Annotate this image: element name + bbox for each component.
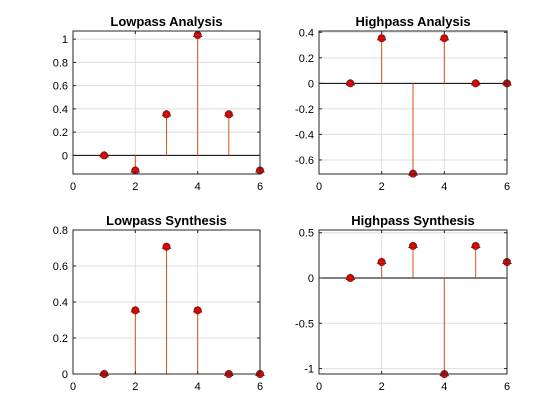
y-tick-label: 0.6 [53,81,68,93]
x-tick-label: 4 [441,381,447,393]
stem-marker-cap [439,33,450,41]
axes-frame [318,30,508,175]
x-tick-label: 4 [441,181,447,193]
chart-title: Highpass Analysis [355,14,470,29]
y-tick-label: 0 [62,150,68,162]
subplot-highpass-synthesis: 0 2 4 6 -1 -0.5 0 0.5 Highpass Synthesis [295,213,513,393]
y-tick-label: -1 [304,364,314,376]
x-tick-label: 2 [379,181,385,193]
y-tick-label: 0.2 [53,127,68,139]
x-tick-label: 0 [316,181,322,193]
stem-marker-cap [161,109,172,117]
y-tick-label: 0 [308,273,314,285]
x-tick-label: 0 [70,381,76,393]
chart-title: Lowpass Synthesis [106,213,227,228]
x-tick-label: 4 [195,181,201,193]
x-tick-label: 6 [504,181,510,193]
y-tick-label: 0.2 [299,53,314,65]
stem-marker-cap [192,305,203,313]
y-tick-label: 0.4 [53,297,68,309]
stem-marker-cap [470,78,481,86]
stem-marker-cap [130,305,141,313]
y-tick-label: -0.5 [295,318,314,330]
stem-marker-cap [407,241,419,248]
y-tick-label: 0.8 [53,57,68,69]
y-tick-label: 0.4 [299,27,314,39]
y-tick-label: 0 [308,78,314,90]
x-tick-label: 0 [70,181,76,193]
stem-marker-cap [345,273,356,280]
x-tick-label: 2 [132,381,138,393]
x-tick-label: 6 [257,181,263,193]
x-tick-label: 0 [316,381,322,393]
y-tick-label: 0.6 [53,261,68,273]
x-tick-label: 6 [504,381,510,393]
y-tick-label: 0.8 [53,225,68,237]
subplot-lowpass-analysis: 0 2 4 6 0 0.2 0.4 0.6 0.8 1 Lowpass Analysis [53,14,266,193]
axes-frame [318,229,508,375]
y-tick-label: -0.2 [295,104,314,116]
x-tick-label: 4 [195,381,201,393]
stem-marker-cap [376,33,387,41]
stem-marker-cap [99,150,110,158]
axes-frame [72,30,261,175]
x-tick-label: 2 [132,181,138,193]
stem-marker-cap [161,242,172,249]
stem-marker-cap [345,78,356,86]
y-tick-label: 0.4 [53,104,68,116]
x-tick-label: 2 [379,381,385,393]
x-tick-label: 6 [257,381,263,393]
y-tick-label: 0.5 [299,228,314,240]
y-tick-label: -0.6 [295,155,314,167]
chart-title: Highpass Synthesis [351,213,475,228]
subplot-lowpass-synthesis: 0 2 4 6 0 0.2 0.4 0.6 0.8 Lowpass Synthesis [53,213,266,393]
subplot-highpass-analysis: 0 2 4 6 -0.6 -0.4 -0.2 0 0.2 0.4 Highpass Analysis [295,14,513,193]
chart-title: Lowpass Analysis [110,14,222,29]
y-tick-label: 0.2 [53,333,68,345]
stem-marker-cap [470,241,481,248]
stem-marker-cap [223,109,234,117]
y-tick-label: 1 [62,34,68,46]
stem-marker-cap [376,257,387,264]
y-tick-label: -0.4 [295,129,314,141]
y-tick-label: 0 [62,369,68,381]
